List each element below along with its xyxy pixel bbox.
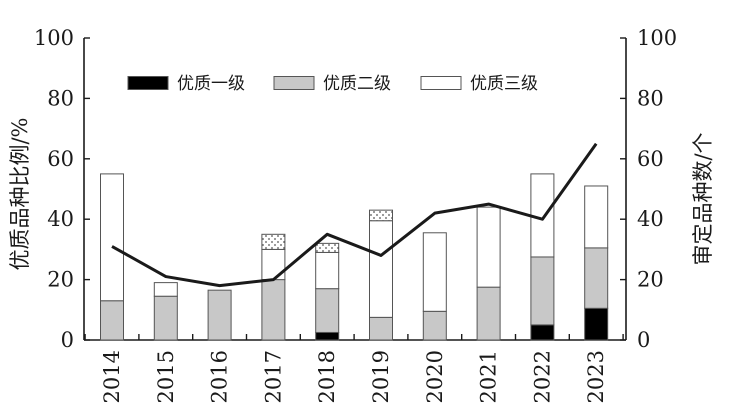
bar-segment xyxy=(422,310,447,341)
y2-tick-label: 40 xyxy=(637,207,664,231)
bar-segment xyxy=(100,173,124,302)
bar-segment xyxy=(261,279,286,341)
legend-label: 优质一级 xyxy=(177,74,245,94)
x-tick-label: 2017 xyxy=(261,350,285,403)
bar-segment xyxy=(207,289,232,341)
x-tick-label: 2023 xyxy=(584,350,608,403)
x-tick-label: 2020 xyxy=(423,350,447,403)
bar-segment xyxy=(369,220,393,318)
y-axis-title: 优质品种比例/% xyxy=(8,117,32,270)
labels: 0 20 40 60 80 100 0 20 40 60 80 100 2014 2015 2016 2017… xyxy=(8,26,715,403)
y-tick-label: 60 xyxy=(47,147,74,171)
bar-segment xyxy=(369,316,393,341)
x-tick-label: 2018 xyxy=(315,350,339,403)
bar-segment xyxy=(422,232,447,312)
x-tick-label: 2014 xyxy=(100,350,124,403)
y2-tick-label: 0 xyxy=(637,328,650,352)
y-tick-label: 20 xyxy=(47,268,74,292)
bar-segment xyxy=(153,282,178,297)
y-tick-label: 40 xyxy=(47,207,74,231)
bar-segment xyxy=(369,209,393,222)
bar-segment xyxy=(315,242,340,253)
bars xyxy=(100,173,609,341)
bar-segment xyxy=(315,331,340,341)
bar-segment xyxy=(315,288,340,333)
line-layer xyxy=(111,142,598,288)
y2-tick-label: 20 xyxy=(637,268,664,292)
legend-swatch xyxy=(420,76,462,90)
x-tick-label: 2019 xyxy=(369,350,393,403)
bar-segment xyxy=(476,206,501,288)
x-tick-label: 2021 xyxy=(477,350,501,403)
bar-segment xyxy=(153,295,178,341)
bar-segment xyxy=(530,324,555,341)
legend-label: 优质三级 xyxy=(470,74,538,94)
y2-tick-label: 60 xyxy=(637,147,664,171)
legend-swatch xyxy=(127,76,169,90)
bar-segment xyxy=(530,256,555,326)
bar-segment xyxy=(315,251,340,290)
y-tick-label: 100 xyxy=(34,26,74,50)
legend-swatch xyxy=(273,76,315,90)
y2-tick-label: 100 xyxy=(637,26,677,50)
y2-axis-title: 审定品种数/个 xyxy=(691,132,715,265)
legend: 优质一级 优质二级 优质三级 xyxy=(127,74,538,94)
bar-segment xyxy=(100,300,124,341)
y2-tick-label: 80 xyxy=(637,86,664,110)
series-line xyxy=(111,142,598,288)
bar-segment xyxy=(584,247,609,309)
x-tick-label: 2015 xyxy=(154,350,178,403)
bar-segment xyxy=(261,233,286,250)
bar-segment xyxy=(476,286,501,341)
y-tick-label: 80 xyxy=(47,86,74,110)
bar-segment xyxy=(261,248,286,281)
x-tick-label: 2016 xyxy=(208,350,232,403)
x-tick-label: 2022 xyxy=(530,350,554,403)
y-tick-label: 0 xyxy=(61,328,74,352)
bar-segment xyxy=(584,307,609,341)
legend-label: 优质二级 xyxy=(323,74,391,94)
bar-segment xyxy=(584,185,609,249)
